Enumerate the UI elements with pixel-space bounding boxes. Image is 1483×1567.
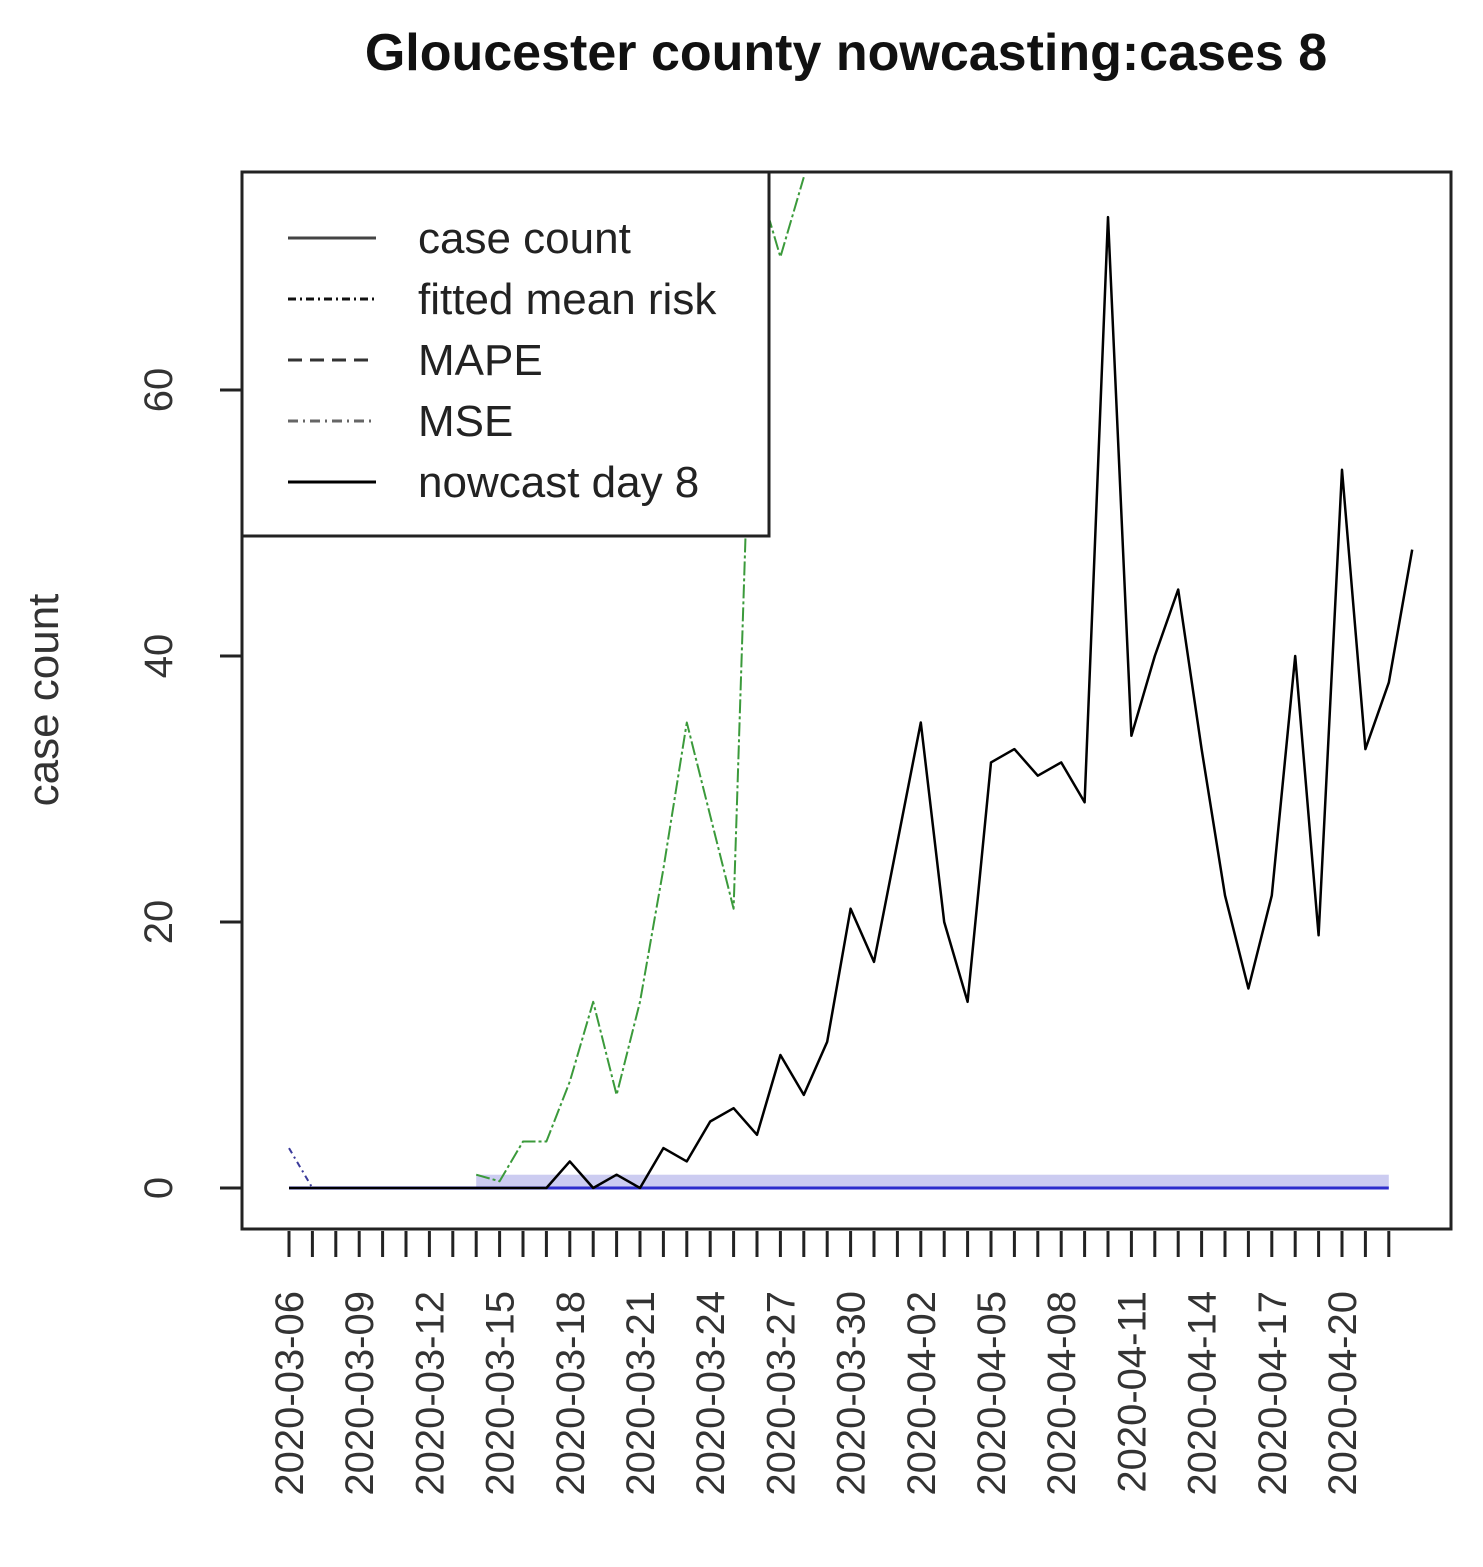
- x-tick-label: 2020-03-06: [268, 1291, 312, 1496]
- legend-label: fitted mean risk: [418, 275, 717, 324]
- x-tick-label: 2020-04-11: [1110, 1291, 1154, 1493]
- series-line-case-count: [289, 215, 1414, 1190]
- x-tick-label: 2020-03-15: [479, 1291, 523, 1496]
- legend-label: nowcast day 8: [418, 458, 699, 507]
- x-tick-label: 2020-03-21: [619, 1291, 663, 1496]
- x-tick-label: 2020-03-27: [759, 1291, 803, 1496]
- legend: case count fitted mean risk MAPE MSE nowcast…: [240, 170, 771, 538]
- x-tick-label: 2020-03-12: [408, 1291, 452, 1496]
- x-tick-label: 2020-04-05: [970, 1291, 1014, 1496]
- plot-frame: [240, 170, 1453, 1231]
- x-tick-label: 2020-03-24: [689, 1291, 733, 1496]
- chart-title: Gloucester county nowcasting:cases 8: [365, 24, 1327, 82]
- y-axis-label: case count: [19, 594, 68, 807]
- x-tick-label: 2020-04-08: [1040, 1291, 1084, 1496]
- x-tick-label: 2020-03-09: [338, 1291, 382, 1496]
- legend-label: MAPE: [418, 336, 543, 385]
- x-tick-label: 2020-04-14: [1181, 1291, 1225, 1496]
- legend-label: MSE: [418, 397, 513, 446]
- y-tick-label: 20: [137, 900, 181, 945]
- legend-box: [240, 170, 771, 538]
- legend-label: case count: [418, 214, 631, 263]
- series-line-MSE: [288, 1147, 314, 1189]
- y-tick-label: 40: [137, 634, 181, 679]
- x-tick-label: 2020-04-17: [1251, 1291, 1295, 1496]
- y-tick-label: 0: [137, 1177, 181, 1199]
- nowcast-band: [476, 1174, 1389, 1188]
- x-tick-label: 2020-03-18: [549, 1291, 593, 1496]
- axes: 0 20 40 60 2020-03-06 2020-03-09 2020-03-12 202…: [137, 170, 1453, 1496]
- x-tick-label: 2020-04-20: [1321, 1291, 1365, 1496]
- y-tick-label: 60: [137, 368, 181, 413]
- x-tick-label: 2020-03-30: [830, 1291, 874, 1496]
- x-tick-label: 2020-04-02: [900, 1291, 944, 1496]
- plot-area: [288, 176, 1414, 1190]
- series-line-nowcast-day-8: [475, 176, 805, 1183]
